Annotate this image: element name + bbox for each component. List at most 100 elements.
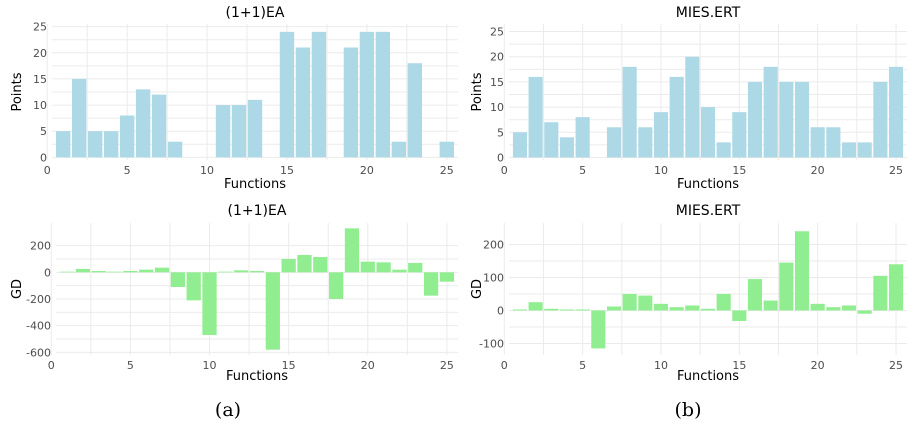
x-tick-label: 20	[360, 164, 374, 177]
bar	[779, 262, 794, 311]
y-tick-label: 20	[33, 47, 47, 60]
bar	[794, 81, 810, 158]
bar	[344, 228, 360, 273]
bar	[55, 131, 71, 158]
y-tick-label: 0	[44, 266, 51, 279]
bar	[606, 127, 622, 158]
bar	[234, 270, 249, 273]
bar	[653, 303, 669, 311]
bar	[512, 309, 528, 311]
bar	[329, 272, 344, 299]
y-tick-label: 0	[497, 304, 504, 317]
caption-a: (a)	[215, 399, 241, 421]
bar	[763, 66, 778, 158]
y-tick-label: -600	[26, 346, 51, 359]
bar	[295, 47, 311, 158]
chart-title: (1+1)EA	[226, 5, 285, 21]
bar	[700, 308, 716, 311]
bar	[408, 263, 423, 273]
bar	[716, 293, 731, 311]
bar	[170, 272, 185, 287]
y-tick-label: 0	[40, 151, 47, 164]
y-axis-label: Points	[10, 72, 25, 111]
bar	[359, 31, 375, 158]
bar	[622, 293, 637, 311]
bar	[575, 309, 590, 311]
bar	[512, 132, 528, 158]
bar	[375, 31, 391, 158]
x-tick-label: 15	[282, 359, 296, 372]
y-tick-label: 5	[40, 125, 47, 138]
bar	[107, 271, 122, 273]
bar	[231, 105, 247, 158]
y-axis-label: GD	[470, 279, 485, 299]
x-tick-label: 20	[811, 164, 825, 177]
x-tick-label: 25	[889, 359, 903, 372]
bar	[528, 302, 543, 311]
bar	[794, 231, 810, 311]
x-tick-label: 0	[44, 164, 51, 177]
y-tick-label: 25	[490, 26, 504, 39]
y-tick-label: 0	[497, 151, 504, 164]
bar	[439, 272, 455, 282]
x-tick-label: 0	[501, 359, 508, 372]
bar	[391, 141, 407, 158]
bar	[218, 271, 233, 273]
x-tick-label: 25	[440, 359, 454, 372]
bar	[747, 279, 763, 311]
y-tick-label: 5	[497, 126, 504, 139]
bar	[669, 307, 684, 311]
bar	[763, 300, 778, 311]
bar	[154, 267, 170, 273]
bar	[622, 66, 637, 158]
x-tick-label: 5	[579, 359, 586, 372]
gd-chart-mies-ert: 0 5 10 15 20 25 -100 0 100 200 MIES.ERT Functions GD	[470, 203, 907, 384]
bar	[59, 271, 75, 273]
x-tick-label: 15	[732, 359, 746, 372]
y-tick-label: 10	[33, 99, 47, 112]
y-tick-label: 200	[483, 238, 504, 251]
bar	[311, 31, 327, 158]
bar	[407, 63, 423, 158]
bar	[559, 309, 575, 311]
bar	[810, 127, 825, 158]
y-tick-label: 15	[33, 73, 47, 86]
bar	[669, 76, 684, 158]
bar	[544, 308, 559, 311]
points-chart-1plus1ea: 0 5 10 15 20 25 0 5 10 15 20 25 (1+1)EA Functions Poin…	[10, 5, 458, 192]
x-tick-label: 15	[732, 164, 746, 177]
bar	[249, 271, 265, 273]
bar	[716, 142, 731, 158]
bar	[653, 112, 669, 158]
bar	[167, 141, 183, 158]
x-axis-label: Functions	[226, 369, 288, 384]
bar	[186, 272, 201, 301]
bar	[75, 269, 91, 273]
x-tick-label: 5	[127, 359, 134, 372]
chart-title: MIES.ERT	[676, 5, 741, 21]
bar	[376, 262, 391, 273]
bar	[857, 310, 872, 314]
bar	[439, 141, 455, 158]
bar	[841, 305, 857, 311]
bar	[281, 259, 296, 273]
bar	[685, 305, 700, 311]
y-axis-label: Points	[470, 72, 485, 111]
x-tick-label: 0	[501, 164, 508, 177]
bar	[591, 310, 606, 349]
x-tick-label: 10	[200, 164, 214, 177]
bar	[279, 31, 295, 158]
caption-b: (b)	[675, 399, 702, 421]
chart-title: MIES.ERT	[676, 203, 741, 219]
y-tick-label: 100	[483, 271, 504, 284]
bar	[313, 257, 328, 273]
bar	[247, 99, 263, 158]
bar	[392, 269, 407, 273]
bar	[135, 89, 151, 158]
x-tick-label: 10	[654, 164, 668, 177]
bar	[528, 76, 543, 158]
y-tick-label: -100	[479, 337, 504, 350]
bar	[151, 94, 167, 158]
bar	[779, 81, 794, 158]
